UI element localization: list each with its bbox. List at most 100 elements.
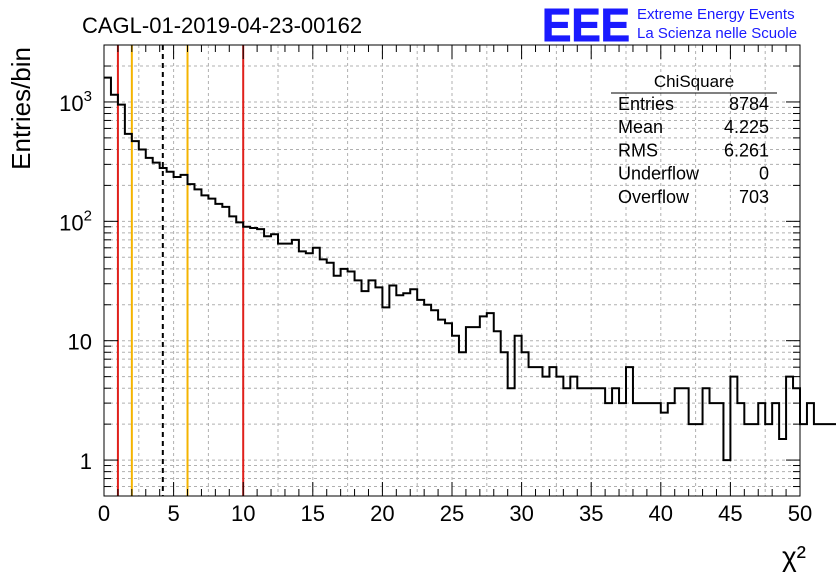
histogram-bin: [779, 439, 786, 496]
stats-value: 8784: [729, 94, 769, 114]
histogram-bin: [431, 310, 438, 496]
histogram-outline: [104, 76, 836, 462]
histogram-bin: [320, 259, 327, 496]
histogram-bin: [396, 295, 403, 496]
stats-title: ChiSquare: [654, 72, 734, 91]
histogram-bin: [167, 172, 174, 496]
histogram-bin: [542, 377, 549, 496]
histogram-bin: [250, 228, 257, 496]
histogram-bin: [556, 377, 563, 496]
histogram-bin: [696, 424, 703, 496]
histogram-bin: [703, 388, 710, 496]
x-tick-label: 15: [301, 501, 325, 526]
histogram-bin: [174, 177, 181, 496]
histogram-bin: [814, 424, 821, 496]
stats-label: Underflow: [618, 164, 700, 184]
axis-ticks: [103, 45, 801, 496]
histogram-bin: [222, 207, 229, 496]
histogram-bin: [334, 276, 341, 496]
histogram-bin: [327, 263, 334, 496]
histogram-bin: [278, 244, 285, 496]
stats-label: RMS: [618, 140, 658, 160]
histogram-bin: [257, 229, 264, 496]
histogram-bin: [382, 307, 389, 496]
histogram-bin: [285, 244, 292, 496]
histogram-bin: [807, 403, 814, 496]
histogram-bin: [536, 367, 543, 496]
histogram-bin: [111, 95, 118, 496]
x-tick-label: 30: [509, 501, 533, 526]
histogram-bin: [640, 403, 647, 496]
histogram-bin: [194, 189, 201, 496]
histogram-bin: [243, 227, 250, 496]
histogram-bin: [410, 289, 417, 496]
x-tick-label: 0: [98, 501, 110, 526]
histogram-bin: [716, 403, 723, 496]
histogram-bin: [487, 313, 494, 496]
histogram-bin: [160, 168, 167, 496]
histogram-bin: [299, 251, 306, 496]
logo-mark: EEE: [542, 0, 630, 51]
histogram-bin: [723, 460, 730, 496]
histogram-bin: [417, 300, 424, 496]
histogram-bin: [292, 240, 299, 496]
histogram-bin: [104, 78, 111, 496]
stats-box: ChiSquare Entries 8784 Mean 4.225 RMS 6.261 Un…: [611, 72, 777, 207]
stats-label: Entries: [618, 94, 674, 114]
histogram-bin: [765, 424, 772, 496]
histogram: [104, 76, 836, 496]
histogram-bin: [786, 377, 793, 496]
histogram-bin: [654, 403, 661, 496]
histogram-bin: [612, 388, 619, 496]
histogram-bin: [689, 424, 696, 496]
histogram-bin: [313, 248, 320, 496]
x-tick-labels: 0 5 10 15 20 25 30 35 40 45 50: [98, 501, 812, 526]
x-tick-label: 10: [231, 501, 255, 526]
histogram-bin: [229, 216, 236, 496]
histogram-bin: [355, 280, 362, 496]
histogram-bin: [730, 377, 737, 496]
histogram-bin: [821, 424, 828, 496]
y-tick-labels: 1 10 102 103: [59, 88, 92, 474]
histogram-bin: [751, 424, 758, 496]
histogram-bin: [459, 352, 466, 496]
histogram-bin: [236, 222, 243, 496]
y-tick-label: 1: [80, 449, 92, 474]
histogram-bin: [348, 271, 355, 496]
histogram-bin: [362, 291, 369, 496]
histogram-bin: [306, 253, 313, 496]
histogram-bin: [682, 388, 689, 496]
histogram-bin: [368, 280, 375, 496]
y-tick-label: 103: [59, 88, 92, 116]
histogram-bin: [466, 327, 473, 496]
x-tick-label: 25: [440, 501, 464, 526]
y-tick-label: 10: [68, 330, 92, 355]
x-tick-label: 45: [718, 501, 742, 526]
histogram-bin: [800, 424, 807, 496]
histogram-bin: [139, 149, 146, 496]
stats-value: 4.225: [724, 117, 769, 137]
histogram-bin: [591, 388, 598, 496]
stats-label: Mean: [618, 117, 663, 137]
chart-title: CAGL-01-2019-04-23-00162: [82, 13, 362, 38]
histogram-bin: [125, 134, 132, 496]
logo-line-2: La Scienza nelle Scuole: [637, 25, 797, 42]
histogram-bin: [445, 323, 452, 496]
histogram-bin: [341, 269, 348, 496]
histogram-bin: [264, 236, 271, 496]
stats-value: 0: [759, 164, 769, 184]
histogram-bin: [452, 336, 459, 496]
histogram-bin: [647, 403, 654, 496]
histogram-bin: [598, 388, 605, 496]
eee-logo: EEE Extreme Energy Events La Scienza nel…: [542, 0, 798, 52]
histogram-bin: [375, 287, 382, 496]
y-tick-label: 102: [59, 207, 92, 235]
histogram-bin: [132, 141, 139, 496]
histogram-bin: [668, 403, 675, 496]
x-tick-label: 5: [167, 501, 179, 526]
x-tick-label: 35: [579, 501, 603, 526]
histogram-bin: [619, 403, 626, 496]
histogram-bin: [146, 158, 153, 496]
histogram-bin: [661, 413, 668, 496]
